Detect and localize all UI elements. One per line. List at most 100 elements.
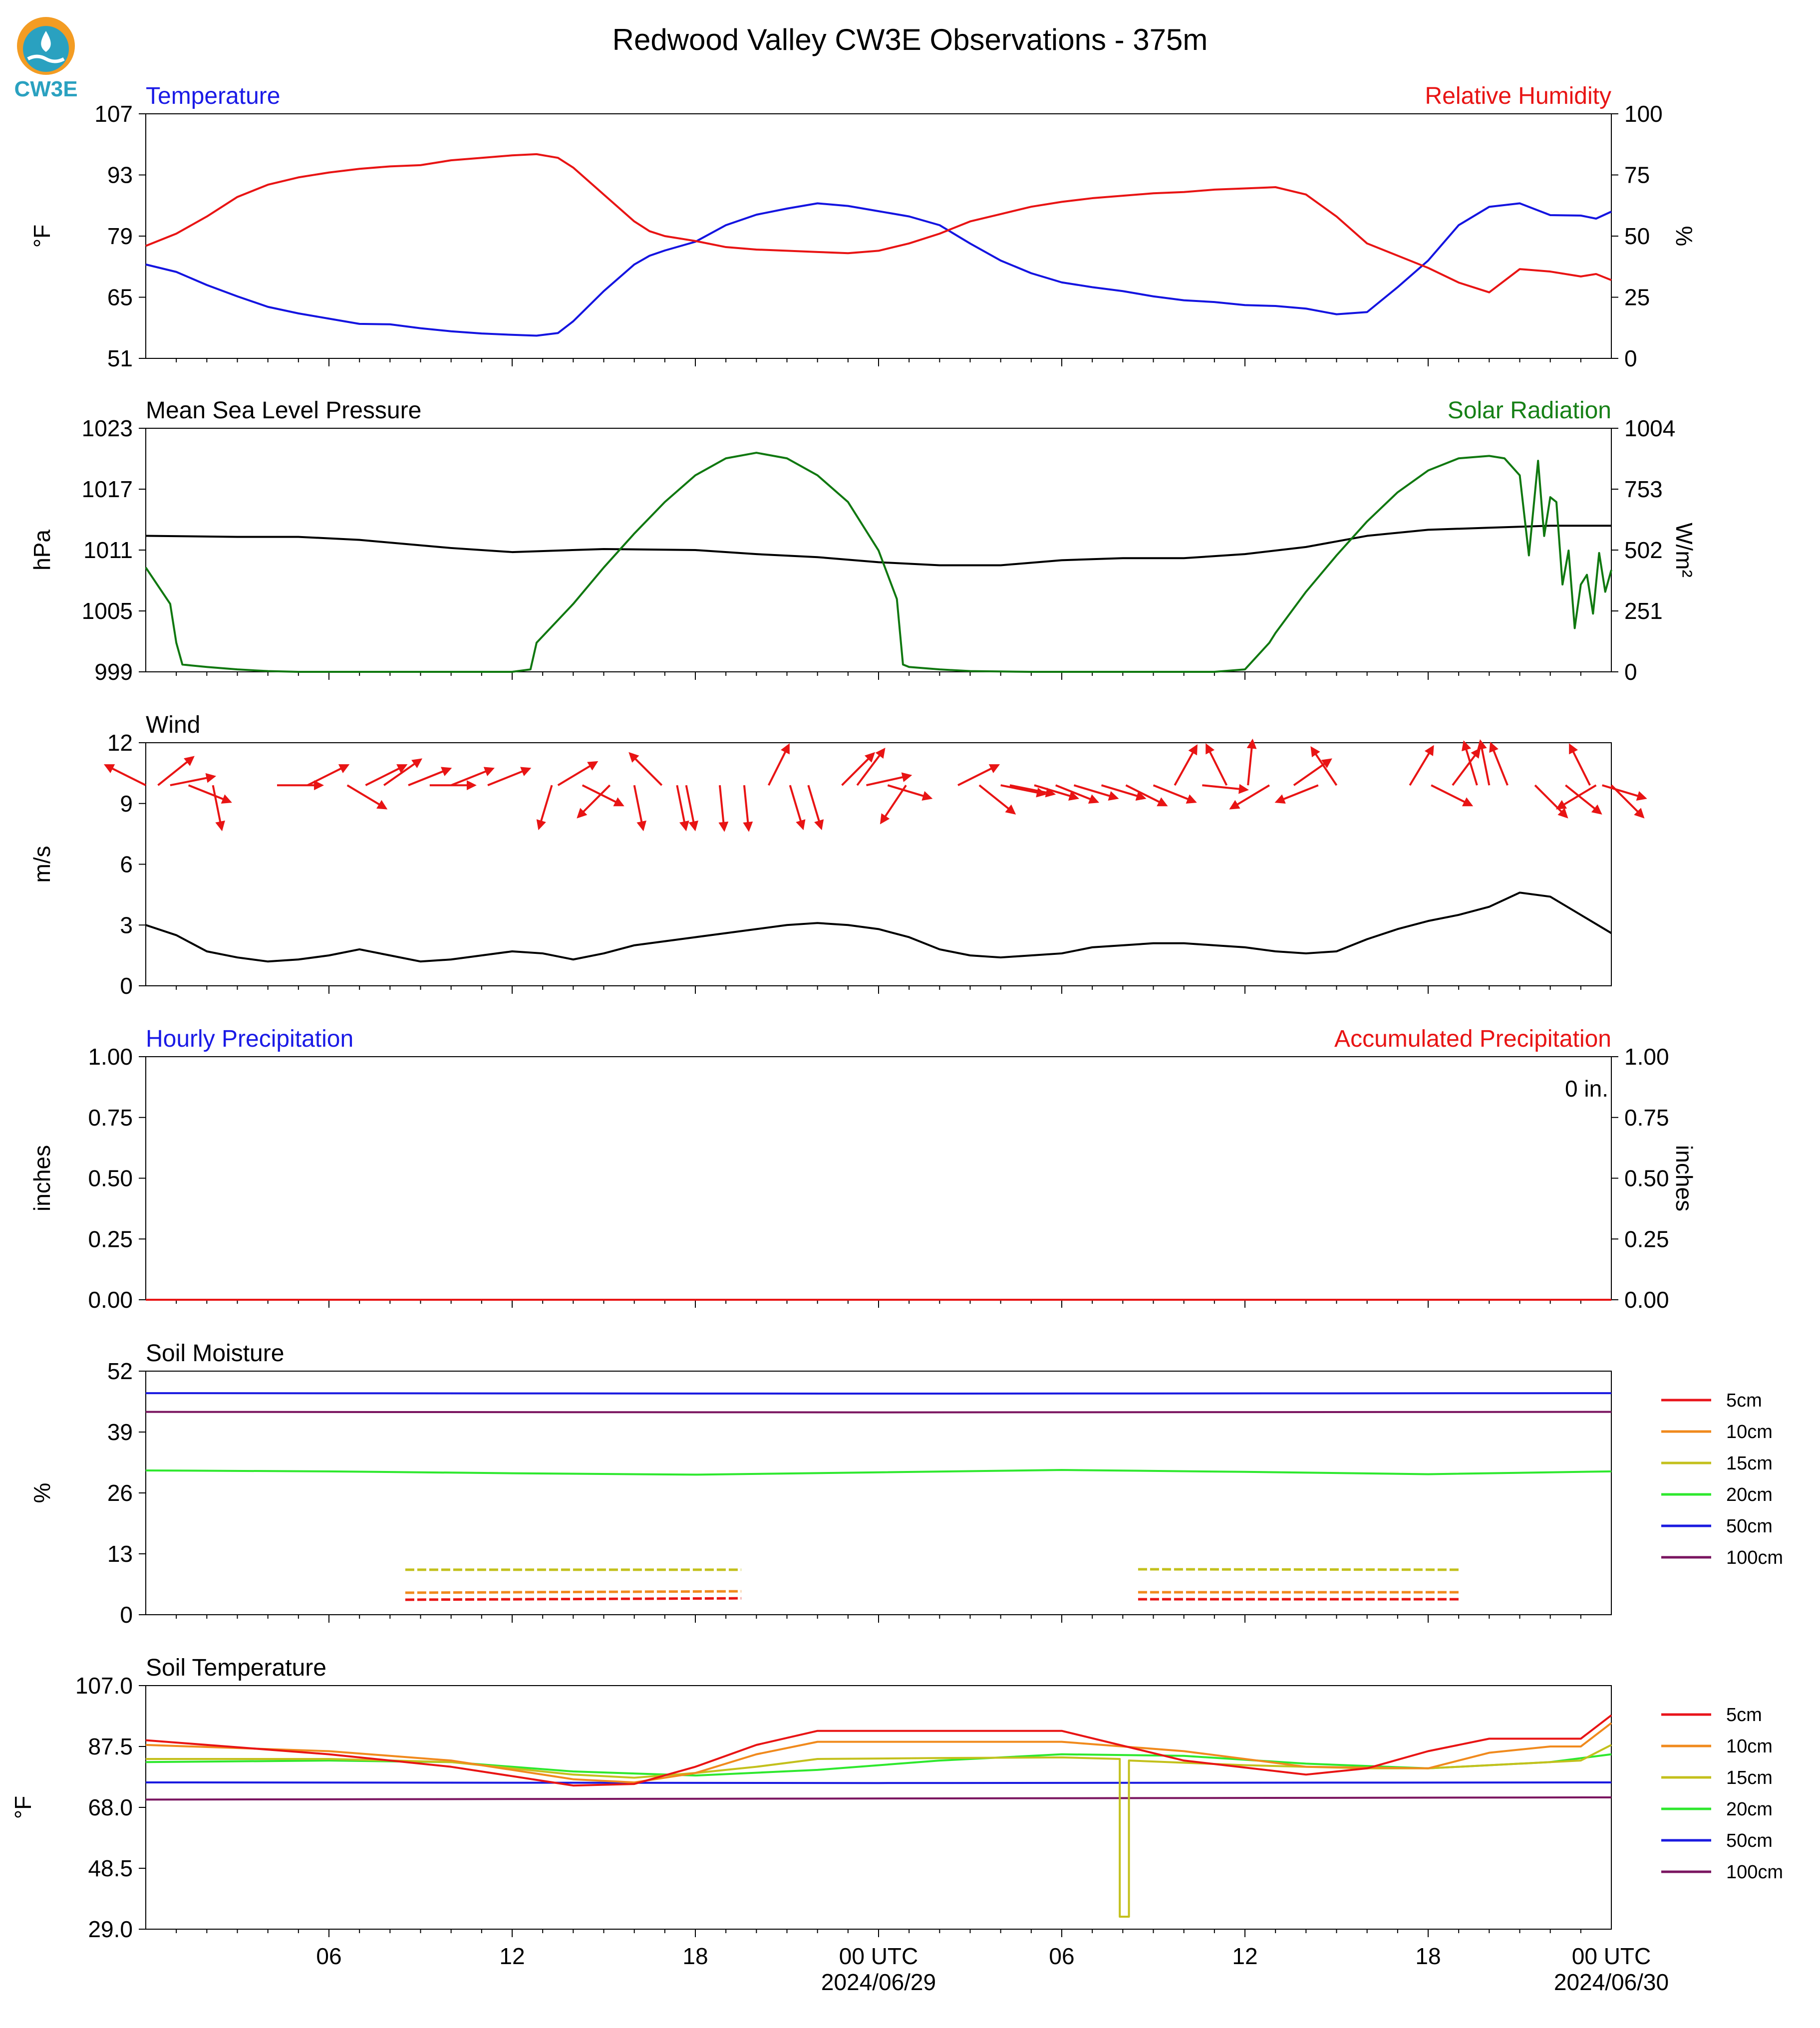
series-line-temperature bbox=[145, 202, 1612, 337]
y-tick-label-right: 0 bbox=[1624, 345, 1637, 371]
wind-direction-arrow bbox=[1462, 740, 1478, 786]
wind-direction-arrow bbox=[1174, 744, 1198, 786]
wind-direction-arrow bbox=[633, 785, 646, 832]
legend-label-10cm: 10cm bbox=[1726, 1422, 1773, 1443]
y-tick-label-left: 3 bbox=[120, 912, 133, 938]
panel-temperature: Temperature Relative Humidity 51 65 79 93 107 0… bbox=[29, 83, 1697, 371]
legend-label-10cm: 10cm bbox=[1726, 1736, 1773, 1757]
x-tick-label: 18 bbox=[682, 1943, 708, 1969]
x-tick-label: 18 bbox=[1415, 1943, 1441, 1969]
wind-direction-arrow bbox=[978, 784, 1016, 815]
panel-mean-sea-level-pressure: Mean Sea Level Pressure Solar Radiation 99… bbox=[29, 397, 1697, 685]
y-tick-label-left: 999 bbox=[94, 659, 133, 685]
wind-direction-arrow bbox=[1055, 784, 1100, 804]
y-tick-label-left: 12 bbox=[107, 730, 133, 756]
x-tick-label: 12 bbox=[499, 1943, 525, 1969]
logo-water-drop-icon bbox=[41, 31, 51, 52]
wind-direction-arrow bbox=[743, 785, 753, 832]
x-tick-label: 12 bbox=[1232, 1943, 1257, 1969]
x-date-label: 2024/06/30 bbox=[1554, 1969, 1669, 1995]
y-tick-label-right: 753 bbox=[1624, 476, 1663, 502]
wind-direction-arrow bbox=[685, 785, 698, 832]
wind-direction-arrow bbox=[1477, 739, 1491, 786]
series-line-10cm bbox=[145, 1722, 1612, 1783]
series-line-100cm bbox=[145, 1796, 1612, 1801]
wind-direction-arrow bbox=[1274, 784, 1319, 804]
plot-frame bbox=[145, 1056, 1612, 1300]
y-axis-label-left: m/s bbox=[29, 846, 55, 882]
y-tick-label-left: 65 bbox=[107, 285, 133, 310]
wind-direction-arrow bbox=[957, 764, 1000, 787]
series-line-solar-radiation bbox=[145, 452, 1612, 673]
wind-direction-arrow bbox=[450, 767, 495, 787]
wind-direction-arrow bbox=[1489, 741, 1509, 786]
y-tick-label-left: 0.75 bbox=[88, 1105, 133, 1131]
wind-direction-arrow bbox=[212, 785, 225, 832]
wind-direction-arrow bbox=[1009, 784, 1056, 798]
legend-label-50cm: 50cm bbox=[1726, 1516, 1773, 1537]
wind-direction-arrow bbox=[789, 785, 806, 831]
wind-direction-arrow bbox=[307, 764, 350, 787]
wind-direction-arrow bbox=[1202, 784, 1249, 794]
y-tick-label-left: 0.25 bbox=[88, 1226, 133, 1252]
panel-title-left: Temperature bbox=[146, 83, 280, 109]
figure-title: Redwood Valley CW3E Observations - 375m bbox=[612, 23, 1208, 56]
y-tick-label-left: 107 bbox=[94, 101, 133, 127]
wind-direction-arrow bbox=[1000, 784, 1047, 798]
wind-direction-arrow bbox=[1034, 784, 1079, 801]
panel-title-left: Wind bbox=[146, 712, 200, 738]
y-tick-label-left: 1011 bbox=[83, 537, 133, 563]
panel-soil-moisture: Soil Moisture 0 13 26 39 52% 5cm 10cm 15cm 20cm 50… bbox=[29, 1340, 1783, 1628]
y-tick-label-left: 79 bbox=[107, 223, 133, 249]
wind-direction-arrow bbox=[346, 784, 388, 810]
y-axis-label-left: °F bbox=[10, 1796, 36, 1819]
wind-direction-arrow bbox=[1101, 784, 1147, 801]
y-tick-label-left: 29.0 bbox=[88, 1916, 133, 1942]
series-line-15cm bbox=[1138, 1568, 1459, 1571]
logo-wave-icon bbox=[27, 54, 65, 63]
plot-frame bbox=[145, 1371, 1612, 1615]
legend-label-100cm: 100cm bbox=[1726, 1862, 1783, 1883]
series-line-5cm bbox=[405, 1597, 741, 1601]
logo-text: CW3E bbox=[14, 77, 77, 101]
y-tick-label-left: 1.00 bbox=[88, 1044, 133, 1070]
y-tick-label-left: 87.5 bbox=[88, 1734, 133, 1759]
wind-direction-arrow bbox=[170, 773, 217, 787]
wind-direction-arrow bbox=[408, 767, 452, 787]
series-line-10cm bbox=[405, 1590, 741, 1594]
wind-direction-arrow bbox=[536, 785, 553, 831]
wind-direction-arrow bbox=[577, 784, 611, 819]
y-tick-label-left: 0 bbox=[120, 1602, 133, 1628]
wind-direction-arrow bbox=[676, 785, 689, 832]
wind-direction-arrow bbox=[1153, 784, 1197, 804]
series-line-100cm bbox=[145, 1411, 1612, 1414]
panels: Temperature Relative Humidity516579931070… bbox=[10, 83, 1783, 1995]
wind-direction-arrow bbox=[1246, 738, 1257, 786]
wind-direction-arrow bbox=[1125, 784, 1168, 807]
wind-direction-arrow bbox=[856, 748, 886, 786]
wind-direction-arrow bbox=[718, 785, 729, 832]
wind-direction-arrow bbox=[1555, 784, 1597, 810]
legend-label-5cm: 5cm bbox=[1726, 1390, 1762, 1411]
wind-direction-arrow bbox=[557, 761, 599, 786]
y-tick-label-right: 25 bbox=[1624, 285, 1650, 310]
legend: 5cm 10cm 15cm 20cm 50cm 100cm bbox=[1661, 1705, 1783, 1883]
legend-label-15cm: 15cm bbox=[1726, 1767, 1773, 1788]
legend: 5cm 10cm 15cm 20cm 50cm 100cm bbox=[1661, 1390, 1783, 1568]
series-line-20cm bbox=[145, 1469, 1612, 1476]
legend-label-50cm: 50cm bbox=[1726, 1830, 1773, 1851]
y-tick-label-left: 9 bbox=[120, 791, 133, 817]
y-tick-label-left: 107.0 bbox=[75, 1673, 133, 1699]
y-axis-label-left: inches bbox=[29, 1145, 55, 1211]
panel-wind: Wind 0 3 6 9 12 m/s bbox=[29, 712, 1647, 999]
x-tick-label: 06 bbox=[1049, 1943, 1074, 1969]
wind-direction-arrow bbox=[1409, 745, 1434, 786]
y-tick-label-right: 502 bbox=[1624, 537, 1663, 563]
wind-direction-arrow bbox=[103, 764, 146, 787]
wind-direction-arrow bbox=[1452, 748, 1481, 786]
y-tick-label-left: 1023 bbox=[82, 415, 133, 441]
panel-title-left: Hourly Precipitation bbox=[146, 1026, 353, 1052]
x-tick-label: 00 UTC bbox=[839, 1943, 918, 1969]
series-line-5cm bbox=[145, 1714, 1612, 1787]
